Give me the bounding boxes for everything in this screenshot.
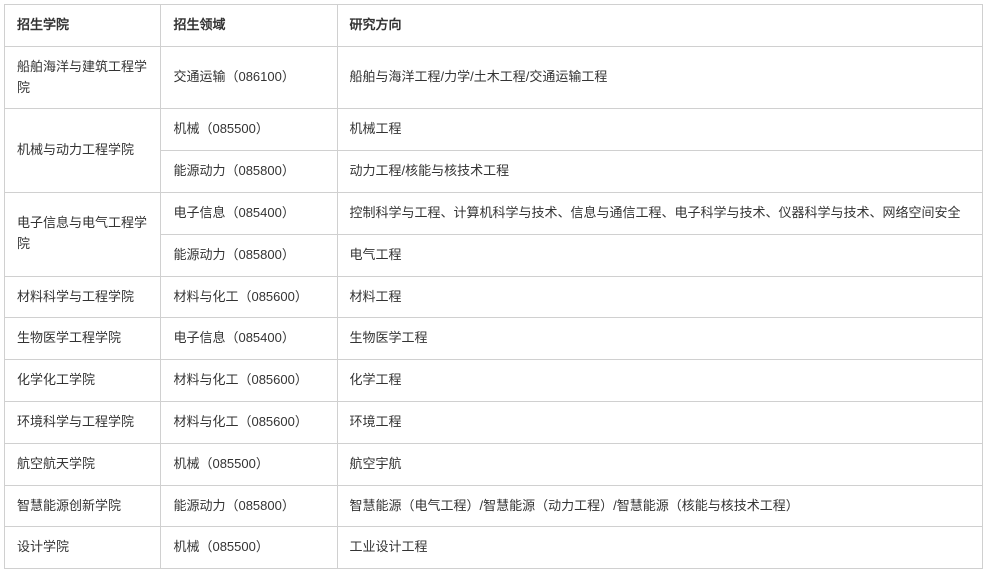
cell-field: 能源动力（085800） xyxy=(161,151,337,193)
cell-college: 电子信息与电气工程学院 xyxy=(5,192,161,276)
cell-direction: 化学工程 xyxy=(337,360,983,402)
cell-field: 材料与化工（085600） xyxy=(161,401,337,443)
cell-field: 材料与化工（085600） xyxy=(161,276,337,318)
cell-direction: 动力工程/核能与核技术工程 xyxy=(337,151,983,193)
admissions-table: 招生学院 招生领域 研究方向 船舶海洋与建筑工程学院交通运输（086100）船舶… xyxy=(4,4,983,569)
cell-direction: 工业设计工程 xyxy=(337,527,983,569)
cell-field: 机械（085500） xyxy=(161,109,337,151)
cell-direction: 电气工程 xyxy=(337,234,983,276)
cell-direction: 机械工程 xyxy=(337,109,983,151)
cell-college: 环境科学与工程学院 xyxy=(5,401,161,443)
table-row: 环境科学与工程学院材料与化工（085600）环境工程 xyxy=(5,401,983,443)
table-row: 航空航天学院机械（085500）航空宇航 xyxy=(5,443,983,485)
table-row: 化学化工学院材料与化工（085600）化学工程 xyxy=(5,360,983,402)
cell-field: 能源动力（085800） xyxy=(161,485,337,527)
cell-college: 设计学院 xyxy=(5,527,161,569)
table-header-row: 招生学院 招生领域 研究方向 xyxy=(5,5,983,47)
cell-field: 材料与化工（085600） xyxy=(161,360,337,402)
cell-college: 生物医学工程学院 xyxy=(5,318,161,360)
col-header-direction: 研究方向 xyxy=(337,5,983,47)
col-header-field: 招生领域 xyxy=(161,5,337,47)
cell-field: 电子信息（085400） xyxy=(161,318,337,360)
table-row: 材料科学与工程学院材料与化工（085600）材料工程 xyxy=(5,276,983,318)
table-row: 船舶海洋与建筑工程学院交通运输（086100）船舶与海洋工程/力学/土木工程/交… xyxy=(5,46,983,109)
table-row: 电子信息与电气工程学院电子信息（085400）控制科学与工程、计算机科学与技术、… xyxy=(5,192,983,234)
cell-college: 材料科学与工程学院 xyxy=(5,276,161,318)
cell-direction: 生物医学工程 xyxy=(337,318,983,360)
cell-college: 机械与动力工程学院 xyxy=(5,109,161,193)
cell-college: 航空航天学院 xyxy=(5,443,161,485)
table-row: 智慧能源创新学院能源动力（085800）智慧能源（电气工程）/智慧能源（动力工程… xyxy=(5,485,983,527)
cell-college: 智慧能源创新学院 xyxy=(5,485,161,527)
cell-direction: 控制科学与工程、计算机科学与技术、信息与通信工程、电子科学与技术、仪器科学与技术… xyxy=(337,192,983,234)
table-row: 生物医学工程学院电子信息（085400）生物医学工程 xyxy=(5,318,983,360)
table-body: 船舶海洋与建筑工程学院交通运输（086100）船舶与海洋工程/力学/土木工程/交… xyxy=(5,46,983,568)
cell-direction: 材料工程 xyxy=(337,276,983,318)
cell-field: 能源动力（085800） xyxy=(161,234,337,276)
table-row: 设计学院机械（085500）工业设计工程 xyxy=(5,527,983,569)
cell-direction: 航空宇航 xyxy=(337,443,983,485)
cell-field: 机械（085500） xyxy=(161,443,337,485)
cell-field: 机械（085500） xyxy=(161,527,337,569)
cell-direction: 环境工程 xyxy=(337,401,983,443)
cell-direction: 船舶与海洋工程/力学/土木工程/交通运输工程 xyxy=(337,46,983,109)
cell-field: 电子信息（085400） xyxy=(161,192,337,234)
cell-college: 船舶海洋与建筑工程学院 xyxy=(5,46,161,109)
cell-direction: 智慧能源（电气工程）/智慧能源（动力工程）/智慧能源（核能与核技术工程） xyxy=(337,485,983,527)
table-row: 机械与动力工程学院机械（085500）机械工程 xyxy=(5,109,983,151)
col-header-college: 招生学院 xyxy=(5,5,161,47)
cell-college: 化学化工学院 xyxy=(5,360,161,402)
cell-field: 交通运输（086100） xyxy=(161,46,337,109)
